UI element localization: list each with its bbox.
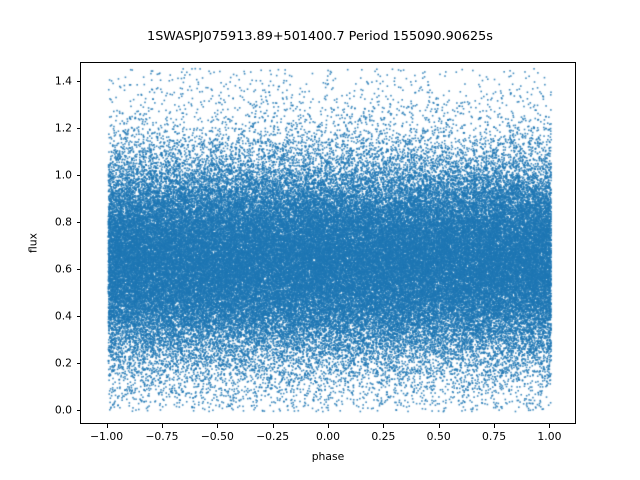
y-axis-label: flux (26, 232, 40, 254)
x-tick-mark (438, 424, 440, 428)
x-tick-label: −0.25 (256, 430, 290, 443)
y-tick-mark (76, 362, 80, 364)
x-tick-mark (328, 424, 329, 428)
y-tick-label: 0.0 (54, 403, 72, 417)
y-tick-mark (76, 174, 80, 176)
x-tick-label: −0.75 (145, 430, 179, 443)
x-tick-mark (106, 424, 108, 428)
y-tick-label: 1.2 (54, 121, 72, 135)
x-tick-label: −0.50 (200, 430, 234, 443)
x-tick-mark (494, 424, 496, 428)
x-tick-label: 0.75 (482, 430, 507, 443)
y-tick-label: 0.4 (54, 309, 72, 323)
x-axis-label: phase (311, 450, 345, 463)
x-tick-mark (272, 424, 274, 428)
x-tick-label: 0.50 (426, 430, 451, 443)
y-tick-label: 0.2 (54, 356, 72, 370)
y-tick-label: 0.8 (54, 215, 72, 229)
y-tick-mark (76, 80, 80, 82)
x-tick-mark (217, 424, 219, 428)
x-tick-label: 1.00 (537, 430, 562, 443)
y-tick-label: 1.0 (54, 168, 72, 182)
plot-axes-area (80, 62, 576, 424)
x-tick-mark (549, 424, 551, 428)
y-tick-label: 1.4 (54, 74, 72, 88)
y-tick-mark (76, 127, 80, 129)
scatter-plot-canvas (81, 63, 575, 423)
y-tick-mark (76, 268, 80, 270)
y-tick-mark (76, 221, 80, 223)
y-tick-label: 0.6 (54, 262, 72, 276)
y-tick-mark (76, 409, 80, 411)
x-tick-mark (161, 424, 163, 428)
x-tick-mark (383, 424, 385, 428)
y-tick-mark (76, 315, 80, 317)
x-tick-label: −1.00 (90, 430, 124, 443)
x-tick-label: 0.25 (371, 430, 396, 443)
x-tick-label: 0.00 (315, 430, 341, 443)
chart-title: 1SWASPJ075913.89+501400.7 Period 155090.… (147, 29, 493, 44)
